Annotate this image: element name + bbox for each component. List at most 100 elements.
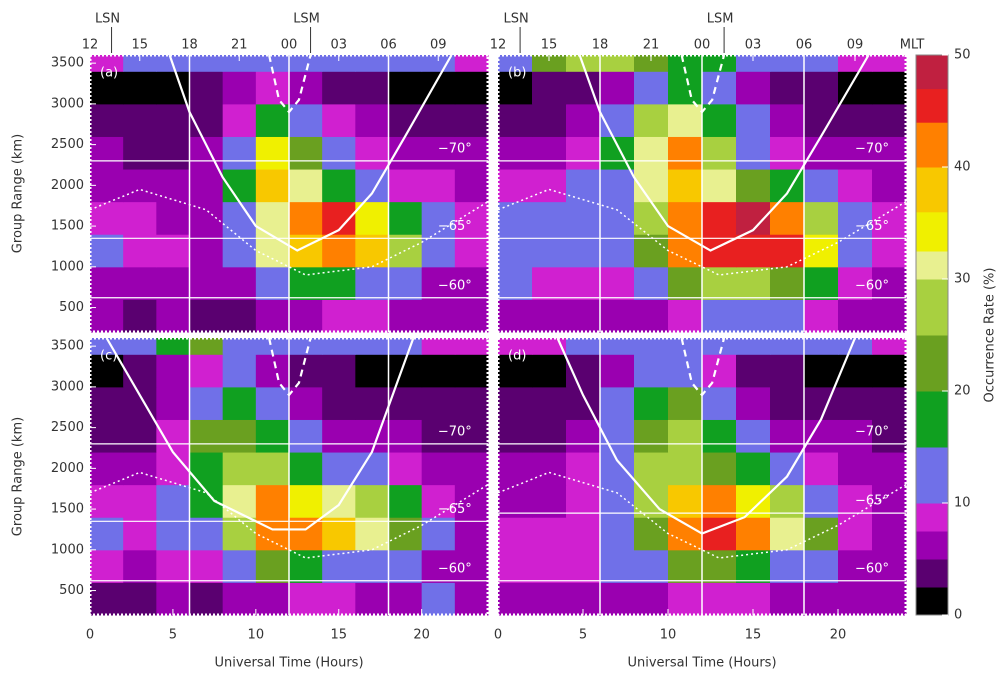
figure: −70°−65°−60°(a)5001000150020002500300035… — [0, 0, 1006, 681]
heat-cell — [256, 234, 290, 267]
colorbar-tick-label: 40 — [954, 160, 971, 175]
heat-cell — [702, 419, 737, 452]
heat-cell — [600, 202, 635, 235]
heat-cell — [600, 517, 635, 550]
x-tick-label: 10 — [248, 628, 265, 643]
heat-cell — [770, 582, 805, 615]
heat-cell — [566, 169, 601, 202]
heat-cell — [872, 452, 907, 485]
heat-cell — [838, 299, 873, 332]
heat-cell — [389, 104, 423, 137]
heat-cell — [736, 299, 771, 332]
heat-cell — [389, 338, 423, 355]
heat-cell — [566, 387, 601, 420]
heat-cell — [566, 234, 601, 267]
heat-cell — [90, 582, 124, 615]
latitude-label: −65° — [438, 502, 472, 517]
heat-cell — [872, 354, 907, 387]
colorbar-swatch — [916, 391, 948, 448]
heat-cell — [770, 419, 805, 452]
y-tick-label: 2000 — [51, 178, 84, 193]
top-tick-label: 21 — [231, 38, 248, 53]
y-axis-label: Group Range (km) — [11, 134, 26, 253]
heat-cell — [256, 550, 290, 583]
heat-cell — [90, 267, 124, 300]
latitude-label: −65° — [855, 219, 889, 234]
heat-cell — [322, 267, 356, 300]
heat-cell — [355, 267, 389, 300]
heat-cell — [736, 354, 771, 387]
heat-cell — [532, 136, 567, 169]
heat-cell — [804, 55, 839, 72]
heat-cell — [566, 202, 601, 235]
heat-cell — [566, 104, 601, 137]
top-tick-label: 18 — [592, 38, 609, 53]
y-tick-label: 1500 — [51, 502, 84, 517]
heat-cell — [123, 136, 157, 169]
heat-cell — [736, 452, 771, 485]
heat-cell — [389, 452, 423, 485]
heat-cell — [123, 299, 157, 332]
heat-cell — [90, 136, 124, 169]
heat-cell — [770, 387, 805, 420]
heat-cell — [455, 169, 489, 202]
colorbar-label: Occurrence Rate (%) — [983, 268, 998, 403]
heat-cell — [355, 485, 389, 518]
heat-cell — [600, 267, 635, 300]
heat-cell — [498, 299, 533, 332]
heat-cell — [355, 550, 389, 583]
heat-cell — [289, 202, 323, 235]
heat-cell — [770, 234, 805, 267]
panel-label: (a) — [100, 66, 118, 81]
heat-cell — [389, 582, 423, 615]
top-tick-label: 15 — [131, 38, 148, 53]
latitude-label: −65° — [438, 219, 472, 234]
heat-cell — [289, 452, 323, 485]
heat-cell — [256, 169, 290, 202]
heat-cell — [156, 104, 190, 137]
heat-cell — [223, 267, 257, 300]
heat-cell — [289, 299, 323, 332]
heat-cell — [322, 550, 356, 583]
heat-cell — [156, 299, 190, 332]
heat-cell — [223, 354, 257, 387]
top-axis-label: MLT — [900, 38, 925, 53]
latitude-label: −70° — [438, 141, 472, 156]
heat-cell — [322, 136, 356, 169]
heat-cell — [289, 234, 323, 267]
heat-cell — [634, 338, 669, 355]
heat-cell — [156, 485, 190, 518]
heat-cell — [634, 234, 669, 267]
colorbar-tick-label: 20 — [954, 384, 971, 399]
heat-cell — [838, 354, 873, 387]
heat-cell — [90, 299, 124, 332]
heat-cell — [322, 387, 356, 420]
heat-cell — [804, 452, 839, 485]
x-tick-label: 5 — [579, 628, 587, 643]
heat-cell — [455, 104, 489, 137]
heat-cell — [838, 234, 873, 267]
heat-cell — [532, 452, 567, 485]
heat-cell — [702, 136, 737, 169]
heat-cell — [355, 387, 389, 420]
x-tick-label: 0 — [86, 628, 94, 643]
heat-cell — [90, 104, 124, 137]
heat-cell — [422, 582, 456, 615]
heat-cell — [223, 136, 257, 169]
heat-cell — [736, 387, 771, 420]
heat-cell — [289, 485, 323, 518]
colorbar-swatch — [916, 335, 948, 392]
heat-cell — [668, 104, 703, 137]
heat-cell — [90, 202, 124, 235]
heat-cell — [634, 582, 669, 615]
heat-cell — [634, 267, 669, 300]
heat-cell — [668, 550, 703, 583]
heat-cell — [223, 550, 257, 583]
heat-cell — [190, 55, 224, 72]
heat-cell — [838, 452, 873, 485]
heat-cell — [600, 169, 635, 202]
heat-cell — [322, 517, 356, 550]
heat-cell — [532, 234, 567, 267]
x-tick-label: 20 — [830, 628, 847, 643]
heat-cell — [256, 136, 290, 169]
